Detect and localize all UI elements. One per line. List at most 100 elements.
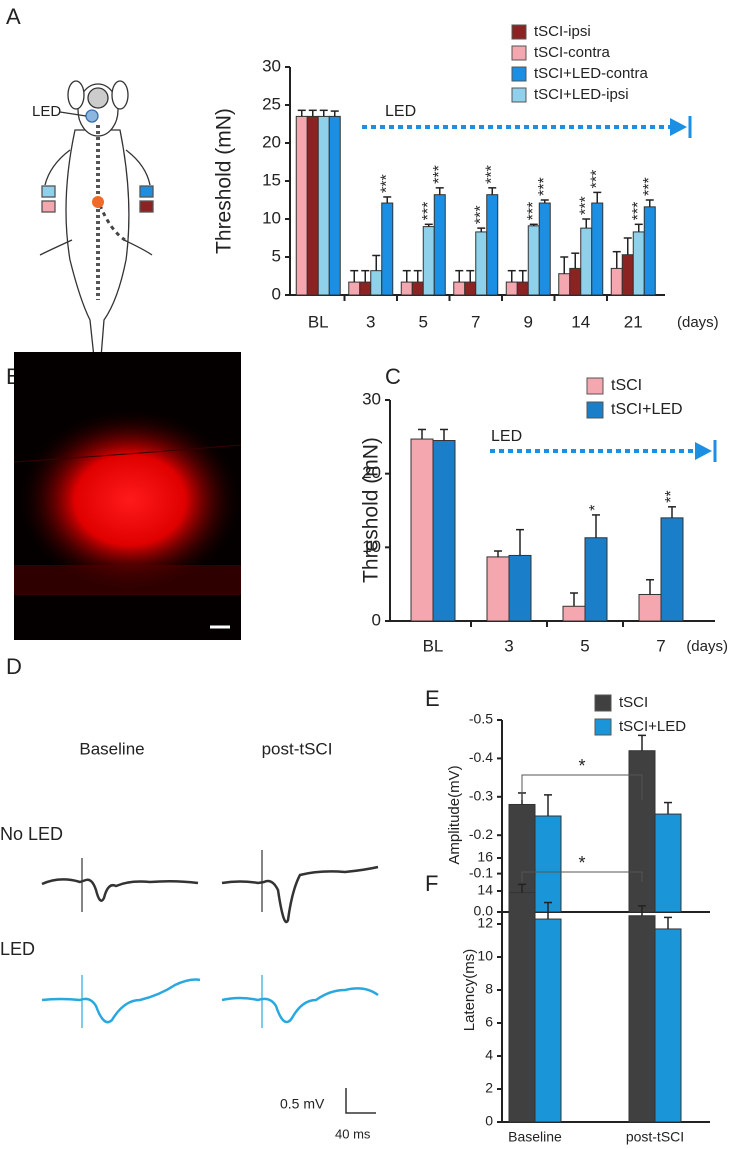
significance: ** <box>663 490 680 502</box>
bar <box>508 554 532 622</box>
panel-letter: F <box>425 871 438 896</box>
error-bar <box>634 223 643 232</box>
y-tick-label: 0 <box>372 610 381 629</box>
y-tick-label: 12 <box>477 915 493 931</box>
x-tick-label: 7 <box>471 312 480 331</box>
error-bar <box>494 550 502 557</box>
error-bar <box>330 110 339 117</box>
significance: *** <box>641 177 658 196</box>
panel-letter: E <box>425 686 440 711</box>
error-bar <box>544 901 552 920</box>
led-label: LED <box>32 103 61 120</box>
y-tick-label: 25 <box>262 94 281 113</box>
x-tick-label: post-tSCI <box>626 1129 684 1145</box>
error-bar <box>646 578 654 595</box>
arrow-label: LED <box>491 428 522 445</box>
legend-swatch <box>511 24 527 40</box>
error-bar <box>529 223 538 226</box>
panel-letter: A <box>6 4 21 29</box>
bar <box>538 202 551 296</box>
y-tick-label: 20 <box>362 463 381 482</box>
legend-swatch <box>586 377 604 395</box>
bar <box>562 605 586 622</box>
y-tick-label: 30 <box>262 56 281 75</box>
comparison-bracket <box>521 871 643 882</box>
error-bar <box>297 109 306 117</box>
arrow-label: LED <box>385 103 416 120</box>
y-tick-label: 10 <box>262 208 281 227</box>
legend-label: tSCI+LED <box>619 718 686 735</box>
error-bar <box>435 187 444 195</box>
error-bar <box>413 269 422 283</box>
bar <box>359 281 372 296</box>
x-tick-label: 3 <box>504 636 513 655</box>
bar <box>411 281 424 296</box>
y-tick-label: 0.0 <box>474 903 494 919</box>
y-tick-label: 4 <box>485 1047 493 1063</box>
error-bar <box>544 794 552 816</box>
bar <box>591 202 604 296</box>
legend-swatch <box>511 87 527 103</box>
x-tick-label: BL <box>308 312 329 331</box>
bar <box>534 815 562 913</box>
traces <box>41 850 379 1114</box>
legend-swatch <box>511 66 527 82</box>
bar <box>464 281 477 296</box>
x-unit: (days) <box>686 638 728 655</box>
scale-bar <box>345 1088 376 1114</box>
y-tick-label: -0.2 <box>469 826 493 842</box>
column-label: Baseline <box>79 739 144 758</box>
bar <box>317 115 330 296</box>
bar <box>569 267 582 296</box>
panel-letter: C <box>385 364 401 389</box>
arrow-head <box>670 118 687 136</box>
bar <box>505 281 518 296</box>
bar <box>306 115 319 296</box>
y-tick-label: 0 <box>272 284 281 303</box>
legend-label: tSCI-ipsi <box>534 23 591 40</box>
x-tick-label: BL <box>423 636 444 655</box>
error-bar <box>638 734 646 751</box>
bar <box>400 281 413 296</box>
error-bar <box>455 269 464 283</box>
y-tick-label: 10 <box>477 948 493 964</box>
error-bar <box>440 428 448 441</box>
bar <box>534 918 562 1123</box>
bar <box>348 281 361 296</box>
legend-label: tSCI+LED <box>611 401 683 418</box>
y-tick-label: 30 <box>362 389 381 408</box>
bar <box>610 267 623 296</box>
error-bar <box>319 109 328 117</box>
mouse-illustration <box>39 80 154 396</box>
bar <box>654 813 682 913</box>
error-bar <box>418 428 426 440</box>
bar <box>527 225 540 296</box>
error-bar <box>592 514 600 538</box>
trace <box>41 978 201 1024</box>
scale-label: 0.5 mV <box>280 1096 325 1112</box>
fluorescence-signal <box>20 410 240 590</box>
bar <box>638 593 662 622</box>
bar <box>508 892 536 1123</box>
bar <box>328 115 341 296</box>
bar <box>433 194 446 296</box>
bar <box>628 915 656 1123</box>
significance: *** <box>420 202 437 221</box>
bar <box>432 440 456 622</box>
error-bar <box>518 883 526 893</box>
scale-label: 40 ms <box>335 1126 371 1141</box>
y-axis-label: Threshold (mN) <box>213 108 236 254</box>
y-axis-label: Amplitude(mV) <box>446 765 463 864</box>
y-tick-label: 5 <box>272 246 281 265</box>
error-bar <box>645 199 654 207</box>
error-bar <box>477 227 486 232</box>
bar <box>422 226 435 296</box>
x-tick-label: 9 <box>524 312 533 331</box>
y-tick-label: -0.3 <box>469 788 493 804</box>
column-label: post-tSCI <box>262 739 333 758</box>
y-tick-label: 0 <box>485 1113 493 1129</box>
y-tick-label: -0.5 <box>469 711 493 727</box>
error-bar <box>612 250 621 269</box>
error-bar <box>540 199 549 204</box>
y-tick-label: -0.1 <box>469 864 493 880</box>
